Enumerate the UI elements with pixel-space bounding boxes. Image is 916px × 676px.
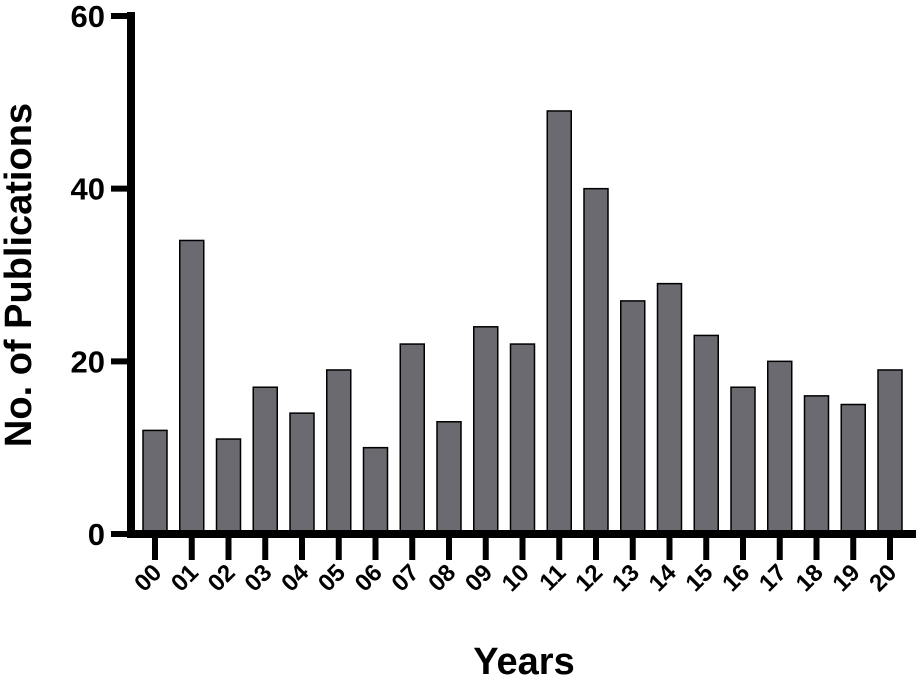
bars-group [142, 110, 903, 535]
bar-16 [730, 386, 756, 535]
bar-00 [142, 429, 168, 535]
bar-13 [620, 300, 646, 535]
x-tick-label-09: 09 [460, 559, 498, 597]
x-tick-label-19: 19 [828, 559, 866, 597]
x-tick-label-02: 02 [203, 559, 241, 597]
y-axis-title: No. of Publications [0, 103, 40, 447]
bar-06 [362, 446, 389, 535]
x-tick-label-06: 06 [350, 559, 388, 597]
bar-05 [326, 369, 352, 535]
x-tick-label-20: 20 [864, 559, 902, 597]
x-tick-label-15: 15 [681, 559, 719, 597]
bar-14 [656, 282, 683, 535]
y-axis: 0 20 40 60 [71, 0, 135, 552]
bar-03 [252, 386, 278, 535]
y-tick-label-20: 20 [71, 344, 105, 379]
bar-11 [546, 110, 572, 535]
bar-02 [215, 438, 242, 535]
x-tick-label-07: 07 [387, 559, 425, 597]
x-tick-label-04: 04 [276, 559, 314, 597]
x-tick-label-13: 13 [607, 559, 645, 597]
x-tick-label-03: 03 [240, 559, 278, 597]
bar-08 [436, 421, 462, 535]
bar-04 [289, 412, 315, 535]
x-tick-label-05: 05 [313, 559, 351, 597]
x-tick-label-11: 11 [534, 559, 571, 596]
x-tick-label-16: 16 [717, 559, 755, 597]
y-tick-label-40: 40 [71, 172, 105, 207]
bar-10 [509, 343, 536, 535]
x-tick-label-18: 18 [791, 559, 829, 597]
x-tick-label-08: 08 [423, 559, 461, 597]
bar-18 [803, 395, 830, 535]
bar-19 [840, 403, 866, 535]
x-axis-title: Years [473, 641, 574, 676]
bar-20 [877, 369, 903, 535]
x-tick-label-14: 14 [644, 559, 682, 597]
x-tick-label-01: 01 [166, 559, 204, 597]
bar-12 [583, 187, 609, 535]
x-tick-label-00: 00 [129, 559, 167, 597]
y-tick-label-60: 60 [71, 0, 105, 34]
bar-07 [399, 343, 425, 535]
y-tick-label-0: 0 [88, 517, 105, 552]
bar-15 [693, 334, 719, 535]
bar-17 [767, 360, 793, 535]
bar-01 [179, 239, 205, 535]
bar-09 [473, 326, 499, 535]
x-tick-label-17: 17 [754, 559, 792, 597]
x-tick-label-10: 10 [497, 559, 535, 597]
x-tick-label-12: 12 [570, 559, 608, 597]
